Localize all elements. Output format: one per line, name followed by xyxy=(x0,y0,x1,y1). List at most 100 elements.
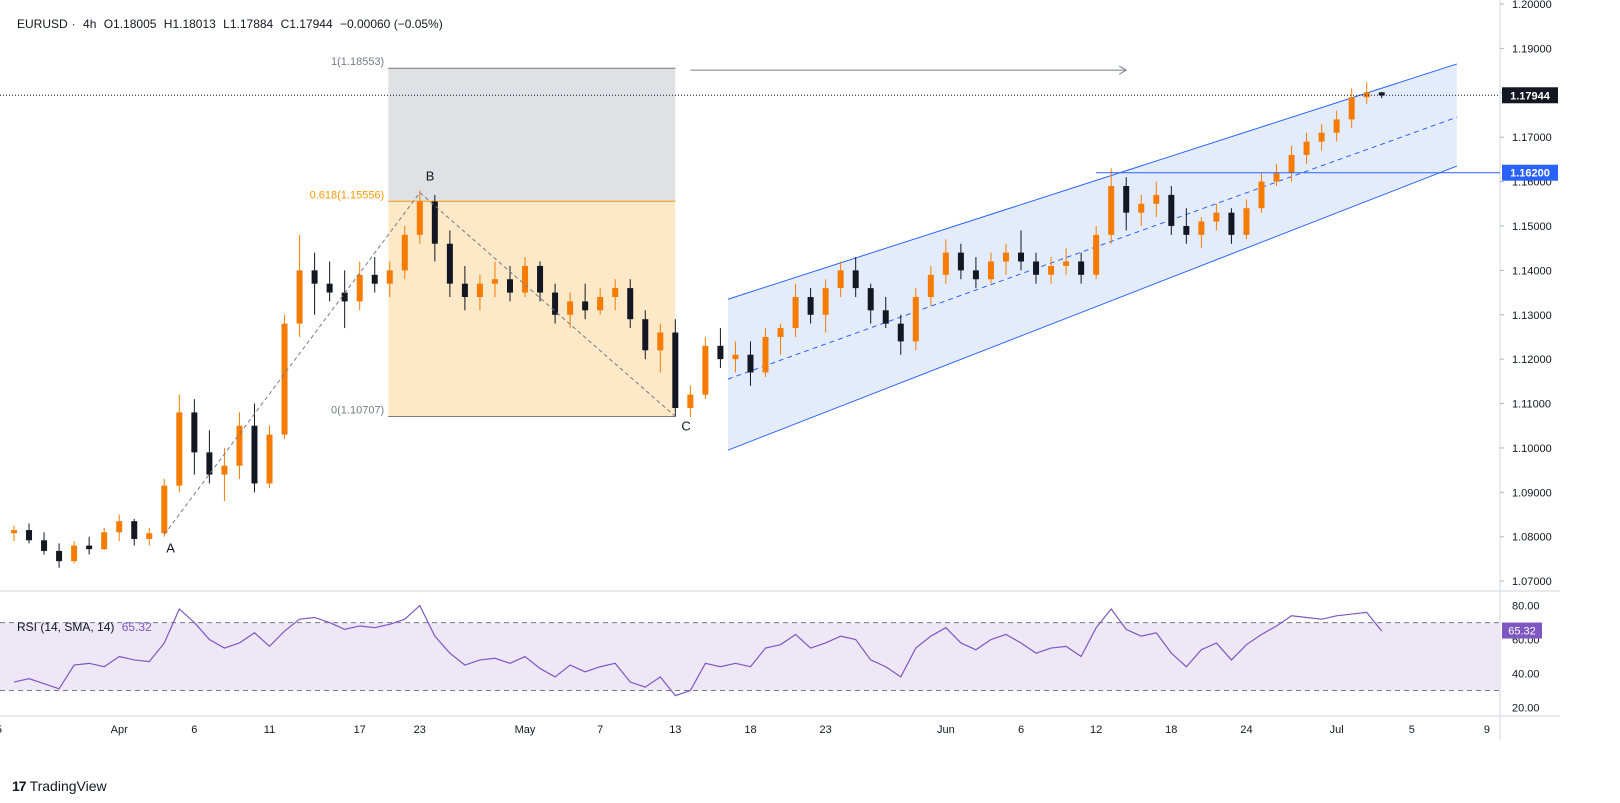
wave-segment xyxy=(163,192,421,535)
time-tick-label: Jun xyxy=(937,724,955,736)
candle-body xyxy=(1363,92,1370,98)
candle-body xyxy=(341,292,348,302)
candle-body xyxy=(792,297,799,329)
candle-body xyxy=(807,297,814,315)
channel-lower-line xyxy=(727,165,1458,451)
candle-body xyxy=(1333,119,1340,133)
candle-body xyxy=(1273,172,1280,182)
rsi-value: 65.32 xyxy=(121,620,152,634)
candle-body xyxy=(461,283,468,297)
time-tick-label: 23 xyxy=(819,724,831,736)
rsi-tick-label: 20.00 xyxy=(1512,703,1540,715)
price-tick-label: 1.10000 xyxy=(1512,443,1552,455)
open-value: O1.18005 xyxy=(103,17,157,31)
candle-body xyxy=(56,550,63,562)
time-tick-label: 6 xyxy=(1018,724,1024,736)
tradingview-logo-icon: 17 xyxy=(12,778,27,794)
time-tick-label: 18 xyxy=(744,724,756,736)
candle-body xyxy=(476,283,483,297)
interval-label[interactable]: 4h xyxy=(83,17,97,31)
wave-segment xyxy=(419,192,676,417)
candle-body xyxy=(326,283,333,293)
rsi-pane xyxy=(0,604,1500,697)
candle-body xyxy=(957,252,964,271)
drawing-overlays-front: A B C xyxy=(0,65,1500,556)
low-value: L1.17884 xyxy=(223,17,274,31)
candle-body xyxy=(822,288,829,315)
symbol-name[interactable]: EURUSD xyxy=(17,17,68,31)
time-tick-label: 23 xyxy=(414,724,426,736)
candle-body xyxy=(446,243,453,284)
candle-body xyxy=(672,332,679,408)
price-tick-label: 1.11000 xyxy=(1512,399,1551,411)
candle-body xyxy=(1123,186,1130,213)
candle-body xyxy=(912,297,919,342)
symbol-legend: EURUSD · 4h O1.18005 H1.18013 L1.17884 C1… xyxy=(17,17,443,31)
channel-mid-line xyxy=(727,116,1458,380)
candle-body xyxy=(597,297,604,311)
fib-label: 0.618(1.15556) xyxy=(310,189,385,201)
rsi-label: RSI (14, SMA, 14) xyxy=(17,620,115,634)
level-price-label: 1.16200 xyxy=(1510,168,1550,180)
time-tick-label: 5 xyxy=(1409,724,1415,736)
candle-body xyxy=(987,261,994,280)
candle-body xyxy=(146,533,153,539)
candle-body xyxy=(1078,261,1085,275)
candle-body xyxy=(717,345,724,360)
candle-body xyxy=(867,288,874,311)
candle-body xyxy=(371,274,378,284)
wave-label-b: B xyxy=(426,169,435,184)
candle-body xyxy=(1138,203,1145,213)
candle-body xyxy=(1243,208,1250,235)
wave-label-c: C xyxy=(681,418,690,433)
candle-body xyxy=(221,465,228,475)
candle-body xyxy=(176,412,183,486)
candle-body xyxy=(386,270,393,284)
candle-body xyxy=(26,530,33,541)
candle-body xyxy=(537,265,544,293)
candle-body xyxy=(1303,141,1310,155)
candle-body xyxy=(1288,154,1295,173)
candle-body xyxy=(1063,261,1070,266)
candle-body xyxy=(1108,186,1115,235)
price-tick-label: 1.08000 xyxy=(1512,532,1552,544)
time-tick-label: 24 xyxy=(1240,724,1252,736)
rsi-value-tag xyxy=(1502,622,1542,639)
price-tick-label: 1.07000 xyxy=(1512,576,1552,588)
time-tick-label: 11 xyxy=(264,724,275,736)
candle-body xyxy=(101,532,108,550)
price-tick-label: 1.17000 xyxy=(1512,132,1552,144)
wave-label-a: A xyxy=(166,541,175,556)
candle-body xyxy=(431,201,438,244)
candle-body xyxy=(1198,221,1205,235)
price-tick-label: 1.12000 xyxy=(1512,354,1552,366)
current-price-tag xyxy=(1502,87,1558,104)
brand-name: TradingView xyxy=(29,778,107,794)
candle-body xyxy=(491,279,498,284)
rsi-line xyxy=(13,604,1383,697)
level-price-tag xyxy=(1502,164,1558,181)
tradingview-brand[interactable]: 17 TradingView xyxy=(12,778,107,794)
candle-body xyxy=(11,530,17,534)
high-value: H1.18013 xyxy=(163,17,216,31)
change-value: −0.00060 (−0.05%) xyxy=(339,17,443,31)
candle-body xyxy=(161,485,168,534)
fib-zone-upper xyxy=(388,68,676,202)
time-tick-label: 17 xyxy=(354,724,366,736)
candle-body xyxy=(41,540,48,551)
channel-upper-line xyxy=(727,63,1458,300)
candle-body xyxy=(416,201,423,235)
candle-body xyxy=(116,521,123,533)
rsi-value-label: 65.32 xyxy=(1508,626,1536,638)
candle-body xyxy=(1183,225,1190,235)
candle-body xyxy=(1048,265,1055,275)
price-tick-label: 1.15000 xyxy=(1512,221,1552,233)
candle-body xyxy=(702,345,709,395)
candle-body xyxy=(552,292,559,315)
time-tick-label: 18 xyxy=(1165,724,1177,736)
candle-body xyxy=(882,310,889,324)
time-tick-label: Jul xyxy=(1330,724,1344,736)
price-tick-label: 1.09000 xyxy=(1512,487,1552,499)
rsi-legend[interactable]: RSI (14, SMA, 14) 65.32 xyxy=(17,620,152,634)
